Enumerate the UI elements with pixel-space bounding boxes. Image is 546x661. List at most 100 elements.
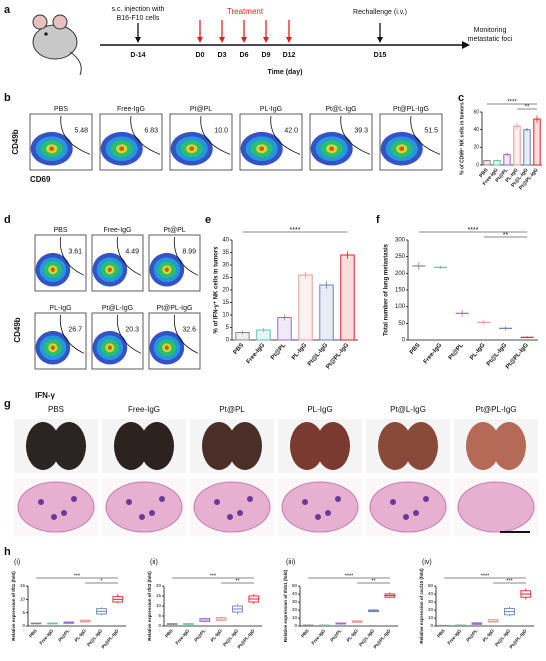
y-axis-label: % of CD69⁺ NK cells in tumors [459, 102, 465, 175]
y-tick-label: 15 [222, 300, 229, 306]
x-tick-label: Free-IgG [310, 628, 326, 646]
significance-label: **** [468, 227, 479, 234]
flow-density [50, 345, 55, 350]
flow-gate [130, 115, 161, 155]
x-tick-label: PBS [164, 628, 174, 638]
x-tick-label: Pt@PL-IgG [372, 628, 391, 650]
flow-gate [59, 314, 85, 354]
flow-percentage: 5.48 [74, 128, 88, 135]
significance-label: **** [507, 100, 517, 106]
x-tick-label: PBS [233, 342, 246, 355]
x-tick-label: PBS [436, 628, 446, 638]
x-tick-label: Pt@L-IgG [307, 342, 329, 367]
flow-density [164, 267, 169, 272]
y-axis-label: Relative expression of Ifit1 (fold) [11, 571, 16, 641]
y-axis-label: Relative expression of Ifnb1 (fold) [283, 569, 288, 642]
event-arrowhead [219, 37, 225, 43]
mouse-icon [32, 14, 82, 76]
flow-gate [60, 115, 91, 155]
y-tick-label: 40 [473, 127, 479, 133]
significance-label: ** [235, 578, 240, 584]
y-tick-label: 100 [395, 304, 406, 310]
y-tick-label: 40 [292, 591, 298, 596]
event-arrowhead [377, 37, 383, 43]
panel-label: h [4, 546, 11, 558]
y-tick-label: 300 [395, 238, 406, 244]
histology-section [17, 481, 95, 533]
day-label: D0 [196, 52, 205, 59]
significance-label: ** [503, 232, 509, 239]
y-axis-label: Relative expression of cxcl10 (fold) [419, 568, 424, 644]
x-tick-label: Pt@PL [329, 628, 342, 643]
bar [319, 284, 334, 341]
x-tick-label: Pt@L-IgG [486, 342, 508, 367]
histology-group-label: Pt@PL-IgG [475, 405, 516, 414]
flow-group-label: Free-IgG [103, 227, 131, 234]
metastatic-focus [315, 514, 321, 520]
y-tick-label: 0 [402, 338, 406, 344]
y-tick-label: 40 [428, 591, 434, 596]
histology-section [457, 481, 535, 533]
flow-density [50, 267, 55, 272]
flow-density [259, 146, 265, 151]
metastatic-focus [149, 510, 155, 516]
metastatic-focus [139, 514, 145, 520]
flow-percentage: 3.61 [68, 249, 82, 256]
y-tick-label: 50 [292, 583, 298, 588]
y-tick-label: 30 [292, 599, 298, 604]
metastatic-focus [325, 510, 331, 516]
mouse-body [32, 24, 78, 60]
flow-gate [116, 314, 142, 354]
x-tick-label: PBS [478, 167, 490, 179]
event-arrowhead [263, 37, 269, 43]
y-tick-label: 10 [222, 313, 229, 319]
flow-density [107, 267, 112, 272]
flow-y-label: CD49b [13, 317, 22, 342]
panel-label: d [4, 214, 11, 226]
flow-gate [59, 236, 85, 276]
y-tick-label: 30 [222, 263, 229, 269]
metastatic-focus [423, 496, 429, 502]
histology-group-label: PL-IgG [307, 405, 332, 414]
y-tick-label: 10 [20, 597, 26, 602]
flow-percentage: 4.49 [125, 249, 139, 256]
significance-label: ** [525, 105, 530, 111]
flow-gate [116, 236, 142, 276]
flow-group-label: Pt@L-IgG [102, 305, 133, 312]
x-tick-label: Pt@PL-IgG [100, 628, 119, 650]
bar [340, 254, 355, 341]
metastatic-focus [38, 499, 44, 505]
y-tick-label: 50 [398, 321, 405, 327]
panel-label: g [4, 398, 11, 410]
flow-group-label: Pt@L-IgG [325, 106, 356, 113]
y-tick-label: 25 [222, 275, 229, 281]
treatment-label: Treatment [227, 7, 264, 16]
metastatic-focus [71, 496, 77, 502]
bar [533, 118, 541, 166]
y-tick-label: 10 [428, 615, 434, 620]
flow-group-label: PBS [54, 106, 68, 113]
metastatic-focus [61, 510, 67, 516]
y-tick-label: 0 [158, 623, 161, 628]
flow-group-label: Pt@PL-IgG [157, 305, 193, 312]
y-tick-label: 0 [294, 623, 297, 628]
flow-group-label: PL-IgG [260, 106, 282, 113]
event-arrowhead [197, 37, 203, 43]
day-label: D9 [262, 52, 271, 59]
x-tick-label: Pt@PL-IgG [505, 342, 530, 370]
metastatic-focus [51, 514, 57, 520]
y-tick-label: 10 [292, 615, 298, 620]
y-tick-label: 20 [292, 607, 298, 612]
significance-label: ** [371, 578, 376, 584]
flow-x-label: CD69 [30, 175, 51, 184]
rechallenge-label: Rechallenge (i.v.) [353, 9, 407, 16]
day-label: D-14 [130, 52, 145, 59]
bar [513, 125, 521, 166]
x-tick-label: PBS [409, 342, 422, 355]
y-tick-label: 30 [428, 599, 434, 604]
flow-gate [173, 314, 199, 354]
lung-photo [316, 422, 350, 470]
x-tick-label: Free-IgG [423, 342, 444, 365]
flow-gate [173, 236, 199, 276]
